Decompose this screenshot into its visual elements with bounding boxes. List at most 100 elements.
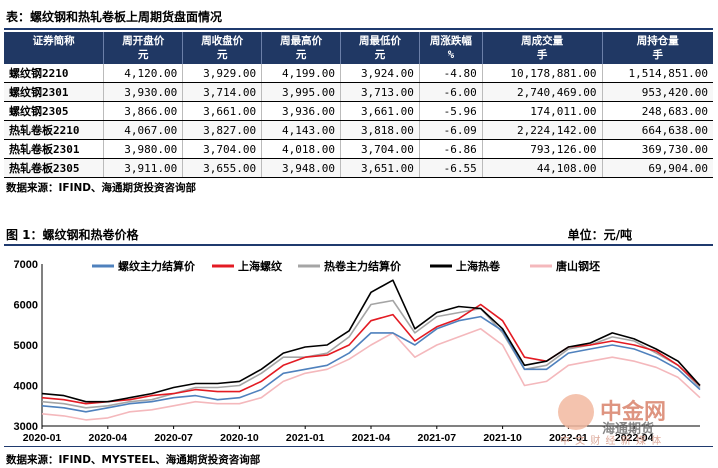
- legend-label: 上海热卷: [456, 259, 501, 273]
- value-cell: 369,730.00: [602, 139, 713, 159]
- table-row: 热轧卷板2305 3,911.00 3,655.00 3,948.00 3,651.00…: [4, 158, 713, 178]
- x-tick-label: 2020-07: [154, 432, 193, 444]
- value-cell: 3,704.00: [340, 139, 420, 159]
- contract-name-cell: 热轧卷板2210: [4, 120, 105, 140]
- value-cell: 4,018.00: [261, 139, 342, 159]
- value-cell: -6.55: [419, 158, 483, 178]
- column-header: 周收盘价元: [182, 32, 263, 64]
- column-header-label: 周开盘价: [122, 35, 165, 47]
- column-header-unit: 元: [138, 49, 149, 61]
- table-row: 热轧卷板2301 3,980.00 3,704.00 4,018.00 3,704.00…: [4, 139, 713, 159]
- column-header-label: 周收盘价: [201, 35, 244, 47]
- value-cell: 3,661.00: [182, 101, 263, 121]
- value-cell: 4,067.00: [103, 120, 184, 140]
- series-line: [41, 279, 701, 403]
- table-top-rule: [4, 28, 713, 30]
- value-cell: 3,936.00: [261, 101, 342, 121]
- value-cell: 4,199.00: [261, 64, 342, 83]
- value-cell: 3,704.00: [182, 139, 263, 159]
- column-header-unit: 手: [652, 49, 664, 61]
- x-tick-label: 2020-04: [89, 432, 128, 444]
- figure-top-rule: [4, 244, 713, 246]
- column-header-unit: 手: [536, 49, 548, 61]
- value-cell: 44,108.00: [482, 158, 603, 178]
- column-header-label: 周持仓量: [636, 35, 679, 47]
- x-tick-label: 2022-01: [549, 432, 588, 444]
- x-tick-label: 2021-04: [352, 432, 391, 444]
- column-header: 周开盘价元: [103, 32, 184, 64]
- column-header-unit: [8, 48, 99, 62]
- y-tick-label: 5000: [14, 340, 38, 352]
- x-tick-label: 2022-04: [615, 432, 654, 444]
- table-row: 螺纹钢2305 3,866.00 3,661.00 3,936.00 3,661.00-…: [4, 101, 713, 121]
- value-cell: 3,866.00: [103, 101, 184, 121]
- value-cell: 248,683.00: [602, 101, 713, 121]
- legend-label: 唐山钢坯: [556, 259, 600, 273]
- value-cell: 4,143.00: [261, 120, 342, 140]
- value-cell: -4.80: [419, 64, 483, 83]
- column-header-unit: %: [447, 49, 455, 61]
- watermark-overlay: 海通期货: [602, 422, 655, 437]
- watermark-brand: 中金网: [600, 400, 667, 425]
- value-cell: 3,948.00: [261, 158, 342, 178]
- value-cell: 4,120.00: [103, 64, 184, 83]
- series-line: [41, 315, 701, 413]
- figure-bottom-rule: [4, 446, 713, 447]
- y-tick-label: 6000: [14, 300, 38, 312]
- value-cell: 3,980.00: [103, 139, 184, 159]
- series-line: [41, 303, 701, 405]
- column-header-label: 周成交量: [521, 35, 564, 47]
- figure-title: 图 1：螺纹钢和热卷价格: [6, 228, 139, 242]
- figure-source: 数据来源：IFIND、MYSTEEL、海通期货投资咨询部: [6, 454, 261, 466]
- value-cell: 3,995.00: [261, 82, 342, 102]
- value-cell: 3,827.00: [182, 120, 263, 140]
- table-header-row: 证券简称 周开盘价元周收盘价元周最高价元周最低价元周涨跌幅% 周成交量手周持仓量手: [4, 32, 713, 64]
- watermark-subtitle: 中 文 财 经 新 媒 体: [560, 436, 663, 447]
- value-cell: 3,929.00: [182, 64, 263, 83]
- value-cell: 3,930.00: [103, 82, 184, 102]
- value-cell: 3,911.00: [103, 158, 184, 178]
- value-cell: 2,224,142.00: [482, 120, 603, 140]
- series-line: [41, 328, 701, 421]
- y-tick-label: 7000: [14, 259, 38, 271]
- value-cell: 3,818.00: [340, 120, 420, 140]
- y-tick-label: 3000: [14, 421, 38, 433]
- x-tick-label: 2021-10: [483, 432, 522, 444]
- value-cell: -6.00: [419, 82, 483, 102]
- price-line-chart: 3000 4000 5000 6000 7000 2020-01 2020-04 2020-0…: [14, 259, 701, 444]
- column-header-label: 周涨跌幅: [429, 35, 472, 47]
- table-title: 表：螺纹钢和热轧卷板上周期货盘面情况: [6, 10, 223, 24]
- table-source: 数据来源：IFIND、海通期货投资咨询部: [6, 182, 196, 194]
- value-cell: -5.96: [419, 101, 483, 121]
- legend-label: 上海螺纹: [238, 259, 283, 273]
- contract-name-cell: 螺纹钢2210: [4, 64, 105, 83]
- column-header-label: 周最高价: [280, 35, 323, 47]
- value-cell: 10,178,881.00: [482, 64, 603, 83]
- column-header: 周最低价元: [340, 32, 420, 64]
- column-header-unit: 元: [295, 49, 307, 61]
- value-cell: 953,420.00: [602, 82, 713, 102]
- column-header: 周最高价元: [261, 32, 342, 64]
- legend-label: 热卷主力结算价: [324, 259, 402, 273]
- column-header: 证券简称: [4, 32, 105, 64]
- column-header: 周涨跌幅%: [419, 32, 483, 64]
- value-cell: 2,740,469.00: [482, 82, 603, 102]
- x-tick-label: 2021-07: [418, 432, 457, 444]
- contract-name-cell: 热轧卷板2305: [4, 158, 105, 178]
- column-header: 周成交量手: [482, 32, 603, 64]
- contract-name-cell: 螺纹钢2305: [4, 101, 105, 121]
- x-tick-label: 2020-01: [23, 432, 62, 444]
- value-cell: 3,661.00: [340, 101, 420, 121]
- x-tick-label: 2021-01: [286, 432, 325, 444]
- contract-name-cell: 热轧卷板2301: [4, 139, 105, 159]
- value-cell: 1,514,851.00: [602, 64, 713, 83]
- legend-label: 螺纹主力结算价: [118, 259, 196, 273]
- y-tick-label: 4000: [14, 381, 38, 393]
- figure-unit: 单位：元/吨: [567, 228, 632, 242]
- value-cell: 3,714.00: [182, 82, 263, 102]
- watermark-logo-icon: [558, 394, 594, 430]
- x-tick-label: 2020-10: [220, 432, 259, 444]
- table-row: 热轧卷板2210 4,067.00 3,827.00 4,143.00 3,818.00…: [4, 120, 713, 140]
- column-header-label: 周最低价: [358, 35, 401, 47]
- value-cell: 3,655.00: [182, 158, 263, 178]
